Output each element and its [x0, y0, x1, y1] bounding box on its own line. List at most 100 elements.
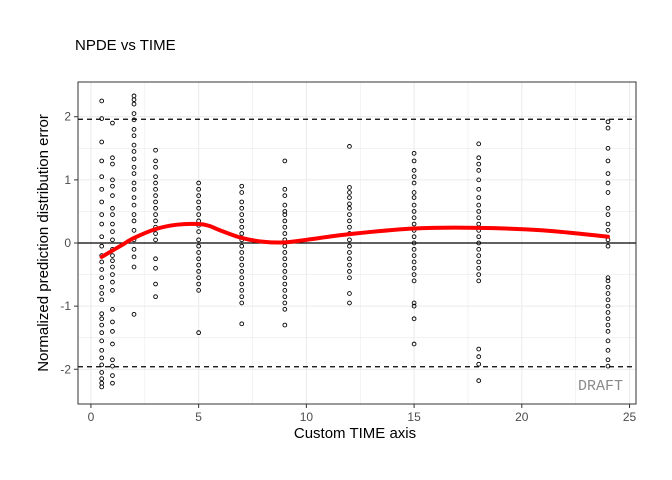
y-axis-title: Normalized prediction distribution error	[35, 114, 52, 372]
data-point	[131, 180, 137, 186]
data-point	[411, 168, 417, 173]
data-point	[99, 380, 105, 386]
data-point	[131, 164, 137, 170]
data-point	[110, 183, 115, 189]
data-point	[110, 193, 115, 198]
data-point	[99, 322, 105, 328]
data-point	[196, 288, 201, 293]
data-point	[153, 281, 158, 287]
data-point	[239, 224, 245, 230]
data-point	[99, 174, 105, 180]
data-point	[196, 269, 201, 274]
data-point	[153, 158, 158, 164]
data-point	[282, 269, 288, 274]
data-point	[282, 250, 288, 255]
data-point	[131, 186, 137, 192]
data-point	[605, 212, 611, 217]
data-point	[196, 212, 201, 217]
data-point	[605, 357, 611, 363]
data-point	[411, 150, 417, 156]
data-point	[196, 186, 201, 192]
data-point	[196, 180, 201, 186]
data-point	[282, 288, 288, 293]
data-point	[110, 205, 115, 211]
data-point	[196, 250, 201, 255]
data-point	[476, 378, 482, 383]
x-axis-title: Custom TIME axis	[294, 425, 416, 442]
data-point	[282, 186, 288, 192]
data-point	[347, 300, 352, 306]
data-point	[239, 218, 245, 224]
y-tick-label: 2	[64, 110, 71, 124]
smooth-curve	[99, 221, 610, 259]
data-point	[153, 218, 158, 224]
data-point	[99, 186, 105, 192]
data-point	[605, 291, 611, 296]
data-point	[347, 144, 352, 149]
data-point	[99, 362, 105, 368]
data-point	[347, 250, 352, 255]
data-point	[239, 199, 245, 205]
data-point	[411, 209, 417, 214]
data-points	[99, 93, 611, 390]
data-point	[411, 240, 417, 246]
data-point	[196, 193, 201, 198]
data-point	[196, 275, 201, 281]
data-point	[411, 316, 417, 322]
data-point	[99, 347, 105, 353]
data-point	[605, 297, 611, 303]
data-point	[131, 149, 137, 154]
data-point	[476, 253, 482, 258]
data-point	[110, 279, 115, 285]
data-point	[153, 193, 158, 198]
data-point	[110, 177, 115, 183]
data-point	[99, 199, 105, 205]
data-point	[153, 237, 158, 243]
data-point	[153, 256, 158, 262]
data-point	[153, 265, 158, 271]
data-point	[411, 300, 417, 306]
data-point	[131, 228, 137, 233]
data-point	[196, 281, 201, 287]
data-point	[605, 329, 611, 334]
data-point	[99, 370, 105, 375]
data-point	[476, 259, 482, 265]
data-point	[476, 215, 482, 221]
data-point	[99, 316, 105, 322]
plot-panel: DRAFT	[77, 81, 637, 405]
data-point	[99, 234, 105, 240]
data-point	[476, 209, 482, 214]
data-point	[476, 195, 482, 200]
data-point	[476, 246, 482, 252]
data-point	[347, 224, 352, 230]
data-point	[347, 269, 352, 274]
data-point	[131, 218, 137, 224]
data-point	[605, 338, 611, 344]
data-point	[605, 363, 611, 369]
data-point	[131, 202, 137, 208]
data-point	[131, 97, 137, 103]
data-point	[99, 297, 105, 303]
data-point	[605, 322, 611, 328]
data-point	[411, 195, 417, 200]
data-point	[476, 240, 482, 246]
data-point	[110, 380, 115, 386]
data-point	[605, 158, 611, 164]
data-point	[110, 329, 115, 334]
data-point	[153, 180, 158, 186]
data-point	[282, 193, 288, 198]
data-point	[347, 291, 352, 296]
data-point	[99, 330, 105, 336]
data-point	[476, 168, 482, 173]
data-point	[196, 205, 201, 211]
data-point	[239, 281, 245, 287]
data-point	[605, 278, 611, 284]
data-point	[411, 180, 417, 186]
data-point	[239, 243, 245, 249]
data-point	[99, 275, 105, 281]
data-point	[411, 202, 417, 208]
data-point	[239, 275, 245, 281]
data-point	[99, 338, 105, 344]
data-point	[153, 231, 158, 236]
